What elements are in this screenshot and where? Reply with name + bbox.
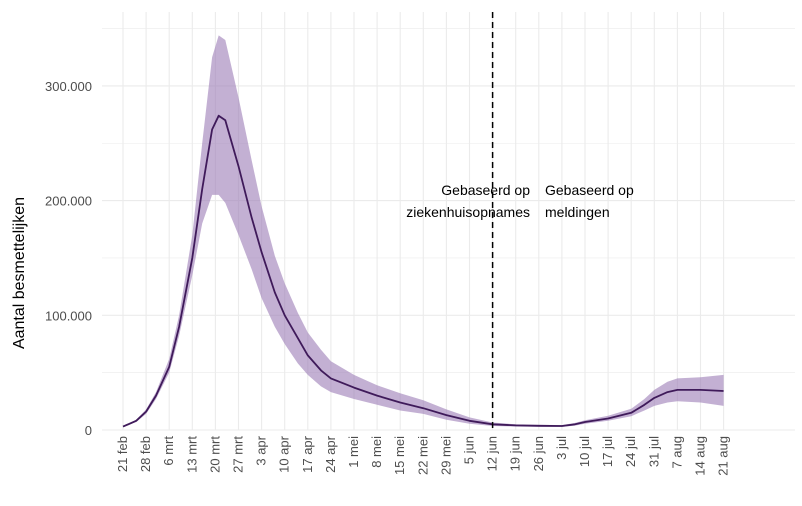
x-tick-label: 22 mei: [415, 436, 430, 475]
x-tick-label: 13 mrt: [184, 436, 199, 473]
x-tick-label: 24 apr: [323, 435, 338, 473]
band-area-0: [123, 35, 724, 428]
x-tick-label: 5 jun: [462, 436, 477, 464]
confidence-band: [123, 35, 724, 428]
x-tick-label: 14 aug: [693, 436, 708, 476]
x-tick-label: 10 jul: [577, 436, 592, 467]
y-tick-label: 100.000: [45, 308, 92, 323]
line-path-0: [122, 114, 724, 428]
x-tick-label: 28 feb: [138, 436, 153, 472]
x-axis-ticks: 21 feb 28 feb 6 mrt 13 mrt 20 mrt 27 mrt 3 apr…: [115, 435, 731, 475]
x-tick-label: 17 apr: [300, 435, 315, 473]
y-tick-label: 300.000: [45, 79, 92, 94]
x-tick-label: 8 mei: [369, 436, 384, 468]
x-tick-label: 31 jul: [646, 436, 661, 467]
x-tick-label: 19 jun: [508, 436, 523, 471]
y-tick-label: 0: [85, 423, 92, 438]
grid: [102, 12, 795, 431]
annotation-right-line2: meldingen: [545, 204, 610, 220]
y-tick-label: 200.000: [45, 194, 92, 209]
x-tick-label: 7 aug: [669, 436, 684, 469]
x-tick-label: 29 mei: [438, 436, 453, 475]
x-tick-label: 15 mei: [392, 436, 407, 475]
x-tick-label: 27 mrt: [231, 436, 246, 473]
x-tick-label: 12 jun: [485, 436, 500, 471]
x-tick-label: 24 jul: [623, 436, 638, 467]
y-axis-ticks: 0 100.000 200.000 300.000: [45, 79, 92, 438]
x-tick-label: 10 apr: [277, 435, 292, 473]
x-tick-label: 21 feb: [115, 436, 130, 472]
x-tick-label: 3 apr: [254, 435, 269, 465]
series-line: [122, 114, 724, 428]
annotation-left-line1: Gebaseerd op: [441, 182, 530, 198]
x-tick-label: 17 jul: [600, 436, 615, 467]
x-tick-label: 21 aug: [716, 436, 731, 476]
x-tick-label: 3 jul: [554, 436, 569, 460]
x-tick-label: 1 mei: [346, 436, 361, 468]
annotation-left-line2: ziekenhuisopnames: [406, 204, 530, 220]
x-tick-label: 26 jun: [531, 436, 546, 471]
x-tick-label: 20 mrt: [207, 436, 222, 473]
y-axis-label: Aantal besmettelijken: [11, 197, 28, 349]
annotation-right-line1: Gebaseerd op: [545, 182, 634, 198]
x-tick-label: 6 mrt: [161, 436, 176, 466]
